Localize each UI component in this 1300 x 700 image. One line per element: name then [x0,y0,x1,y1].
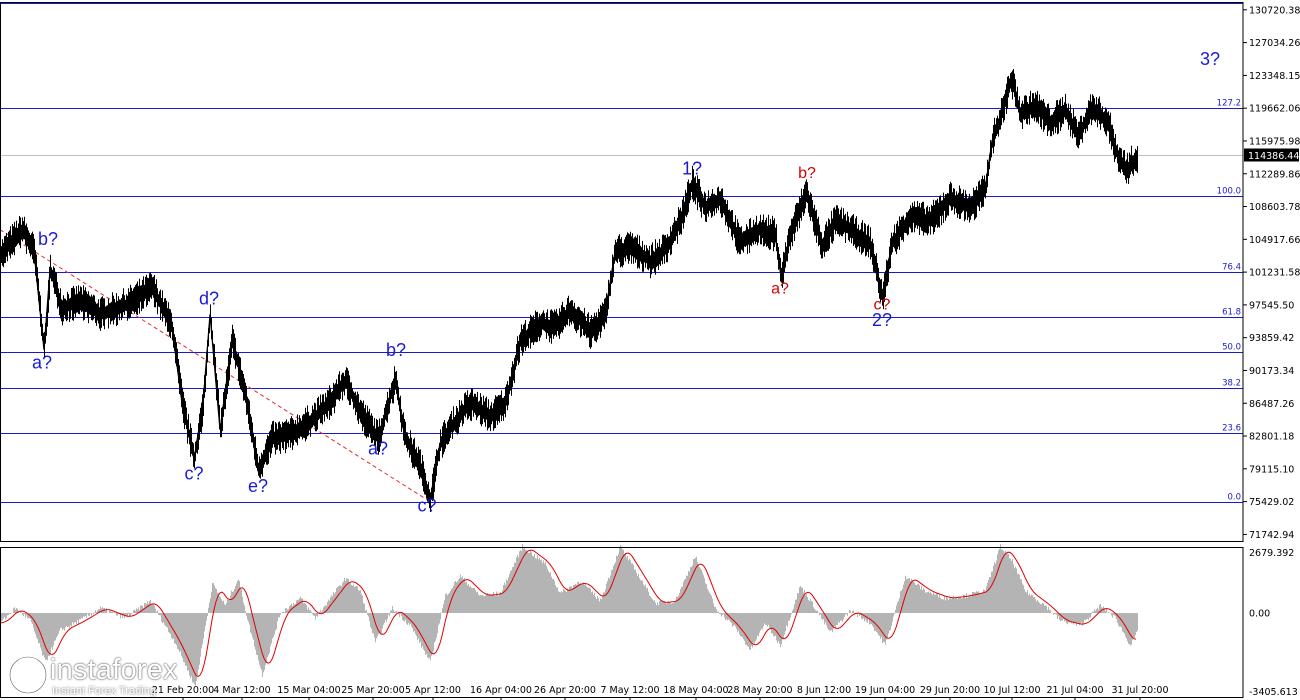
y-tick-label: 82801.18 [1249,432,1294,443]
x-tick-label: 4 Mar 12:00 [213,685,270,696]
fib-level-label: 76.4 [1222,263,1241,273]
y-tick-label: 93859.42 [1249,333,1294,344]
oscillator-y-label: -3405.613 [1249,687,1298,698]
x-tick-label: 8 Jun 12:00 [797,685,851,696]
x-tick-label: 10 Jul 12:00 [984,685,1041,696]
fib-level-label: 23.6 [1222,424,1241,434]
x-tick-label: 26 Apr 20:00 [534,685,596,696]
fib-level-label: 61.8 [1222,308,1241,318]
wave-label: b? [386,340,406,360]
wave-label: b? [38,229,58,249]
wave-label: 3? [1200,49,1220,69]
y-tick-label: 130720.38 [1249,5,1300,16]
wave-label: c? [184,464,203,484]
wave-label: c? [874,297,891,314]
price-series-line [0,76,1138,501]
price-pane: 0.0 23.6 38.2 50.0 61.8 76.4 100.0 127.2 b? a? d? c… [0,3,1243,516]
y-tick-label: 119662.06 [1249,104,1300,115]
brand-logo-subtext: Instant Forex Trading [52,685,156,697]
fib-level-label: 50.0 [1222,343,1241,353]
oscillator-signal-line [0,549,1137,678]
wave-label: a? [771,281,789,298]
instaforex-logo-icon [8,655,48,695]
y-tick-label: 123348.15 [1249,71,1300,82]
y-tick-label: 75429.02 [1249,497,1294,508]
wave-label: a? [368,439,388,459]
price-series [0,69,1138,512]
y-tick-label: 115975.98 [1249,136,1300,147]
wave-label: a? [32,352,52,372]
current-price-tag [1244,148,1299,162]
x-tick-label: 21 Jul 04:00 [1047,685,1104,696]
fib-level-label: 0.0 [1227,493,1241,503]
y-tick-label: 86487.26 [1249,399,1294,410]
fib-level-label: 100.0 [1217,187,1241,197]
y-tick-label: 97545.50 [1249,300,1294,311]
wave-label: 2? [872,310,892,330]
wave-label: c? [417,496,436,516]
wave-label: b? [798,165,816,182]
fib-level-label: 127.2 [1217,99,1241,109]
wave-label: d? [199,288,219,308]
x-tick-label: 25 Mar 20:00 [341,685,404,696]
fib-level-label: 38.2 [1222,379,1241,389]
y-tick-label: 71742.94 [1249,530,1294,541]
x-tick-label: 28 May 20:00 [727,685,792,696]
x-tick-label: 5 Apr 12:00 [405,685,461,696]
current-price-label: 114386.44 [1248,151,1299,162]
y-tick-label: 127034.26 [1249,38,1300,49]
wave-label: 1? [682,159,702,179]
y-tick-label: 101231.58 [1249,268,1300,279]
wave-label: e? [248,476,268,496]
x-tick-label: 7 May 12:00 [600,685,659,696]
brand-logo-text: instaforex [50,654,178,686]
oscillator-pane-border [0,547,1244,698]
oscillator-y-label: 2679.392 [1249,548,1294,559]
x-tick-label: 16 Apr 04:00 [470,685,532,696]
y-tick-label: 104917.66 [1249,235,1300,246]
x-tick-label: 18 May 04:00 [663,685,728,696]
oscillator-y-label: 0.00 [1249,609,1270,620]
x-tick-label: 21 Feb 20:00 [152,685,214,696]
y-tick-label: 108603.78 [1249,202,1300,213]
x-tick-label: 15 Mar 04:00 [277,685,340,696]
y-tick-label: 79115.10 [1249,464,1294,475]
x-tick-label: 19 Jun 04:00 [855,685,915,696]
x-tick-label: 31 Jul 20:00 [1112,685,1169,696]
y-tick-label: 90173.34 [1249,366,1294,377]
y-tick-label: 112289.86 [1249,169,1300,180]
x-tick-label: 29 Jun 20:00 [920,685,980,696]
